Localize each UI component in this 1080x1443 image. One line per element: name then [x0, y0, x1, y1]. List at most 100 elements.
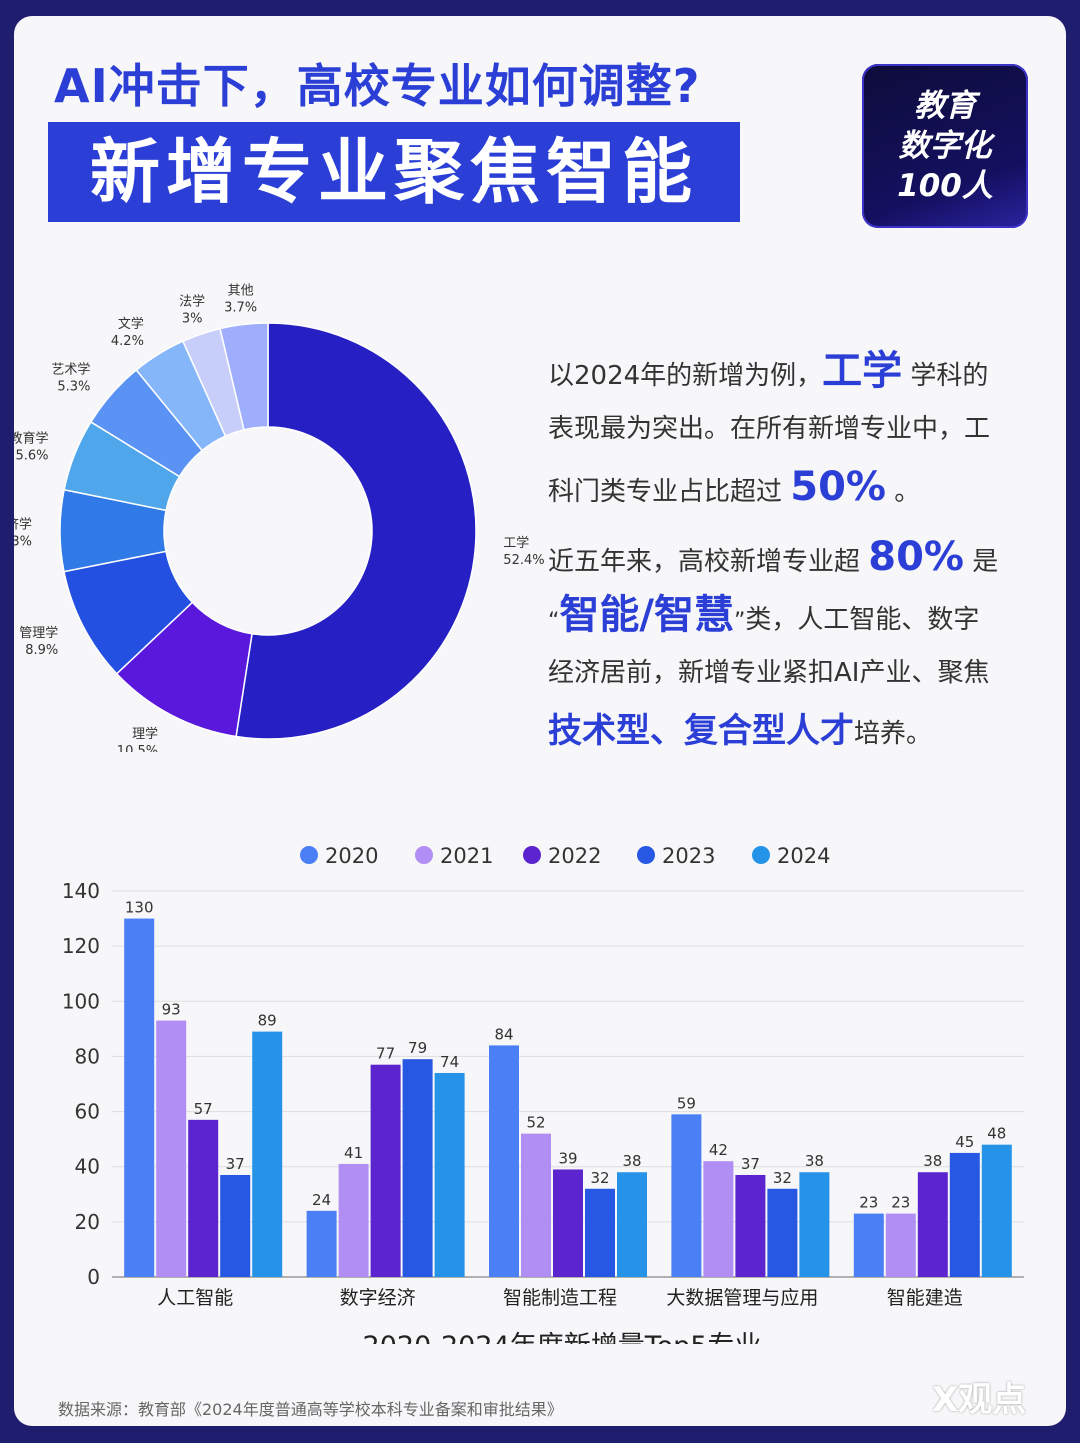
bar-2021-5	[885, 1213, 916, 1277]
bar-2024-5	[981, 1144, 1012, 1277]
bar-2023-1	[220, 1174, 251, 1277]
desc-4a: 近五年来，高校新增专业超	[548, 547, 869, 577]
legend-swatch-2024	[752, 846, 770, 864]
desc-5-quote-open: “	[548, 609, 560, 634]
bar-2020-3	[489, 1045, 519, 1277]
infographic-card: AI冲击下，高校专业如何调整? 新增专业聚焦智能 教育 数字化 100人 工学 5…	[14, 16, 1066, 1426]
desc-3-highlight: 50%	[790, 464, 887, 510]
legend-swatch-2020	[300, 846, 318, 864]
y-tick-100: 100	[62, 989, 100, 1013]
donut-value-1: 52.4%	[503, 553, 544, 568]
legend-swatch-2021	[415, 846, 433, 864]
bar-label-2024-5: 48	[987, 1125, 1006, 1143]
bar-2021-4	[703, 1161, 734, 1277]
bar-label-2020-3: 84	[494, 1025, 513, 1043]
bar-2020-1	[124, 918, 155, 1277]
bar-chart-title: 2020-2024年度新增量Top5专业	[363, 1331, 762, 1344]
bar-label-2020-4: 59	[677, 1094, 696, 1112]
desc-2: 表现最为突出。在所有新增专业中，工	[548, 414, 991, 444]
bar-label-2022-4: 37	[741, 1155, 760, 1173]
desc-4-highlight: 80%	[868, 534, 965, 580]
bar-2022-1	[188, 1119, 219, 1277]
desc-5-highlight: 智能/智慧	[559, 592, 735, 638]
legend-label-2020: 2020	[325, 844, 378, 868]
desc-3a: 科门类专业占比超过	[548, 477, 791, 507]
donut-label-6: 艺术学	[51, 362, 90, 378]
bar-2020-2	[306, 1210, 337, 1277]
brand-logo: 教育 数字化 100人	[862, 64, 1028, 228]
logo-line-3: 100人	[897, 168, 993, 204]
bar-label-2021-3: 52	[526, 1114, 545, 1132]
legend-label-2022: 2022	[548, 844, 601, 868]
donut-value-9: 3.7%	[224, 301, 257, 316]
donut-value-5: 5.6%	[15, 448, 48, 463]
banner-title: 新增专业聚焦智能	[90, 131, 698, 213]
bar-label-2022-1: 57	[194, 1100, 213, 1118]
desc-1b: 学科的	[902, 361, 989, 391]
headline-question: AI冲击下，高校专业如何调整?	[54, 59, 701, 113]
desc-1-highlight: 工学	[822, 348, 903, 394]
donut-label-9: 其他	[228, 284, 254, 299]
bar-2023-2	[402, 1059, 433, 1277]
bar-2024-3	[617, 1172, 647, 1277]
bar-label-2021-1: 93	[162, 1001, 181, 1019]
bar-label-2022-5: 38	[923, 1152, 942, 1170]
donut-label-7: 文学	[118, 316, 144, 332]
bar-2023-3	[585, 1188, 615, 1277]
legend-label-2021: 2021	[440, 844, 493, 868]
legend-swatch-2022	[523, 846, 541, 864]
donut-label-2: 理学	[132, 726, 158, 742]
donut-slice-1	[235, 322, 477, 740]
y-tick-20: 20	[75, 1210, 100, 1234]
donut-value-4: 6.3%	[14, 535, 32, 550]
bar-label-2023-1: 37	[226, 1155, 245, 1173]
logo-line-1: 教育	[914, 88, 976, 124]
bar-2022-5	[917, 1172, 948, 1277]
bar-chart: 2020 2021 2022 2023 2024 0 20 40 60 80 100 120 140 13…	[62, 844, 1024, 1344]
bar-label-2021-5: 23	[891, 1194, 910, 1212]
donut-label-8: 法学	[179, 294, 205, 310]
logo-line-2: 数字化	[898, 128, 992, 164]
donut-slice-9	[219, 322, 269, 431]
bar-label-2022-3: 39	[558, 1149, 577, 1167]
description-text: 以2024年的新增为例，工学 学科的 表现最为突出。在所有新增专业中，工 科门类…	[548, 342, 1058, 760]
legend-swatch-2023	[637, 846, 655, 864]
donut-label-4: 经济学	[14, 517, 32, 533]
bar-label-2020-5: 23	[859, 1194, 878, 1212]
bar-label-2024-1: 89	[258, 1012, 277, 1030]
donut-value-2: 10.5%	[117, 744, 158, 752]
bar-2023-4	[767, 1188, 798, 1277]
bar-label-2023-3: 32	[590, 1169, 609, 1187]
desc-7-highlight: 技术型、复合型人才	[548, 711, 854, 751]
donut-value-3: 8.9%	[25, 643, 58, 658]
y-tick-0: 0	[87, 1265, 100, 1289]
y-tick-140: 140	[62, 879, 100, 903]
bar-label-2024-4: 38	[805, 1152, 824, 1170]
bar-2021-3	[521, 1133, 551, 1277]
bar-label-2021-4: 42	[709, 1141, 728, 1159]
bar-2020-5	[853, 1213, 884, 1277]
desc-5-quote-close: ”	[734, 609, 746, 634]
bar-2022-4	[735, 1174, 766, 1277]
desc-3b: 。	[886, 477, 921, 507]
bar-label-2024-3: 38	[622, 1152, 641, 1170]
bar-label-2020-1: 130	[125, 899, 154, 917]
donut-value-6: 5.3%	[57, 380, 90, 395]
x-category-5: 智能建造	[887, 1287, 963, 1309]
bar-2023-5	[949, 1152, 980, 1277]
y-tick-80: 80	[75, 1044, 100, 1068]
x-category-4: 大数据管理与应用	[666, 1287, 818, 1309]
bar-label-2024-2: 74	[440, 1053, 459, 1071]
bar-2022-3	[553, 1169, 583, 1277]
donut-label-3: 管理学	[19, 625, 58, 641]
bar-label-2023-2: 79	[408, 1039, 427, 1057]
x-category-1: 人工智能	[157, 1287, 233, 1309]
bar-2024-1	[252, 1031, 283, 1277]
data-source: 数据来源：教育部《2024年度普通高等学校本科专业备案和审批结果》	[58, 1400, 563, 1419]
legend-label-2024: 2024	[777, 844, 830, 868]
bar-2021-1	[156, 1020, 187, 1277]
desc-1a: 以2024年的新增为例，	[548, 361, 823, 391]
bar-2021-2	[338, 1163, 369, 1277]
x-category-3: 智能制造工程	[503, 1287, 617, 1309]
donut-chart: 工学 52.4% 理学 10.5% 管理学 8.9% 经济学 6.3% 教育学 5.6% 艺术学 5.…	[14, 284, 545, 752]
